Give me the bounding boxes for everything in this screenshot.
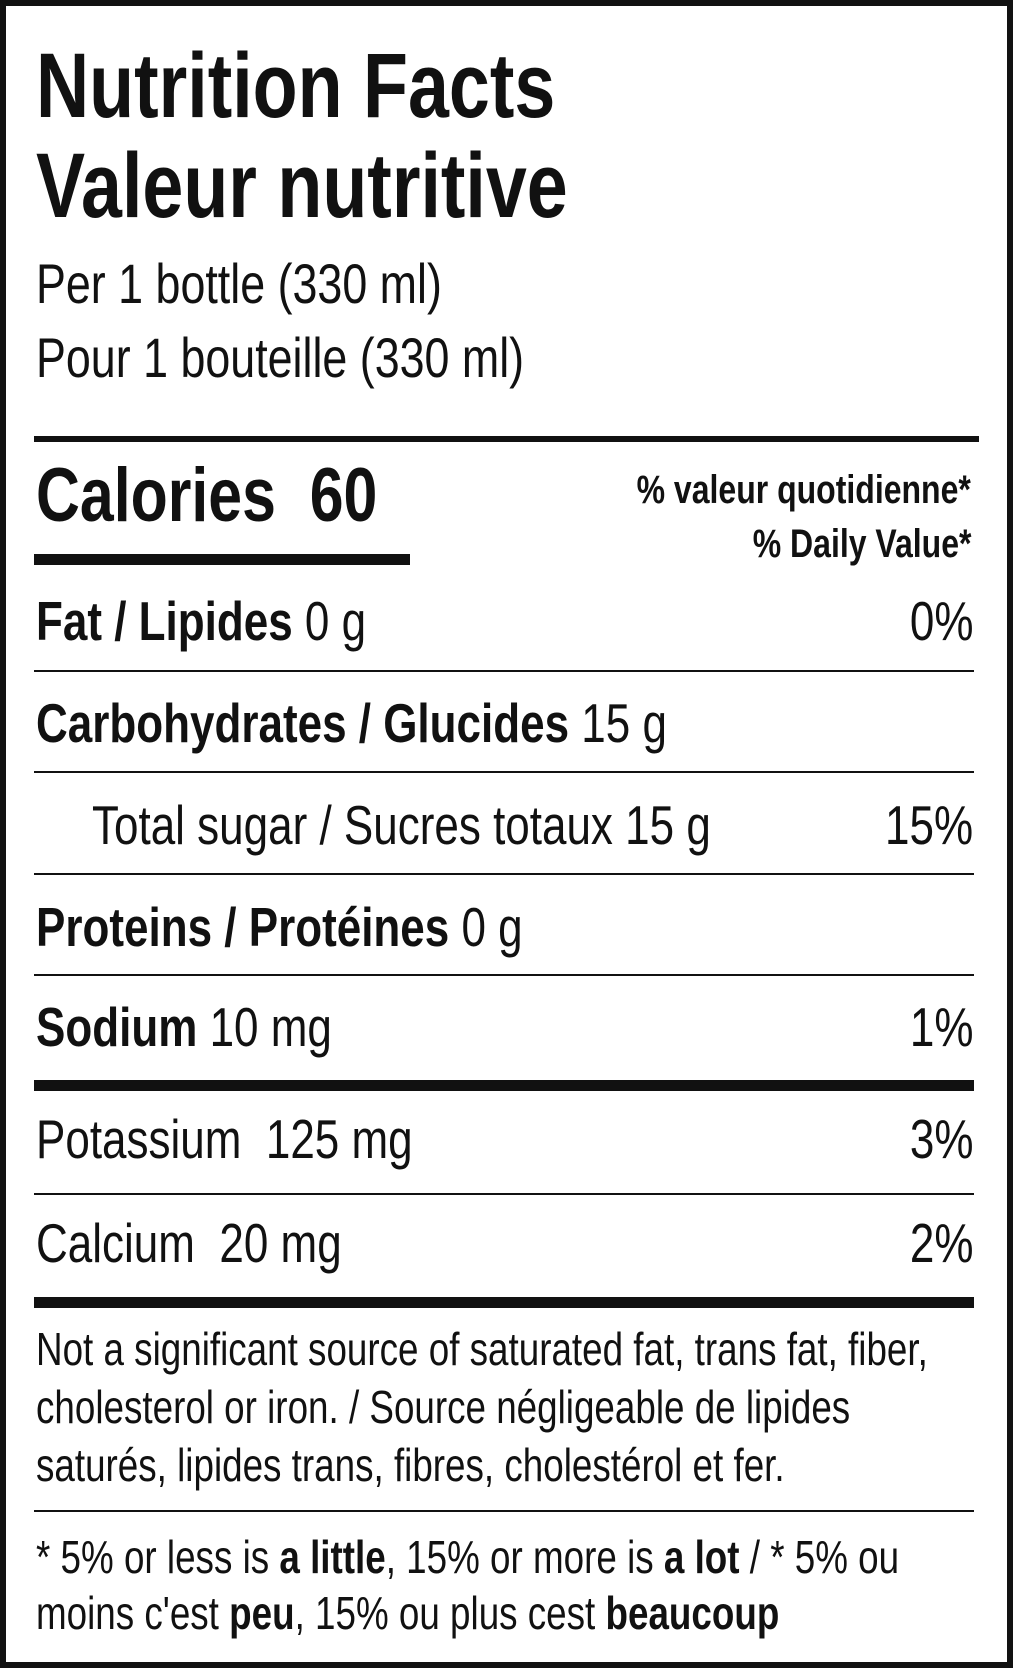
nutrient-dv: 1% (909, 996, 973, 1058)
nutrient-label: Carbohydrates / Glucides (36, 692, 570, 754)
calories-label: Calories (36, 453, 276, 538)
footnote-bold: beaucoup (605, 1587, 780, 1639)
nutrient-row-calcium: Calcium 20 mg (36, 1216, 342, 1271)
nutrient-label: Total sugar / Sucres totaux (92, 794, 613, 856)
divider (34, 771, 974, 773)
nutrient-row-proteins: Proteins / Protéines 0 g (36, 900, 523, 955)
nutrient-dv: 3% (909, 1108, 973, 1170)
thick-divider (34, 1080, 974, 1091)
divider (34, 974, 974, 976)
dv-header-french: % valeur quotidienne* (636, 468, 971, 512)
nutrient-label: Fat / Lipides (36, 590, 293, 652)
dv-header-english: % Daily Value* (752, 522, 971, 566)
nutrient-row-potassium: Potassium 125 mg (36, 1112, 413, 1167)
divider (34, 1193, 974, 1195)
nutrient-amount: 0 g (304, 590, 367, 652)
footnote-text: , 15% ou plus cest (294, 1587, 606, 1639)
nutrient-row-sugar: Total sugar / Sucres totaux 15 g (92, 798, 711, 853)
nutrient-row-sodium: Sodium 10 mg (36, 1000, 332, 1055)
nutrient-amount: 15 g (581, 692, 667, 754)
nutrient-amount: 10 mg (209, 996, 332, 1058)
nutrient-label: Sodium (36, 996, 198, 1058)
nutrient-dv: 2% (909, 1212, 973, 1274)
serving-size-french: Pour 1 bouteille (330 ml) (36, 326, 525, 389)
footnote-bold: a little (279, 1531, 386, 1583)
footnote-text: / * 5% ou (739, 1531, 900, 1583)
footnote-text: * 5% or less is (36, 1531, 280, 1583)
nutrient-dv: 0% (909, 590, 973, 652)
calories-bar (34, 554, 410, 565)
calories: Calories 60 (36, 458, 377, 534)
note-line: Not a significant source of saturated fa… (36, 1323, 928, 1375)
divider (34, 1510, 974, 1512)
divider (34, 670, 974, 672)
nutrient-amount: 20 mg (219, 1212, 342, 1274)
nutrient-amount: 125 mg (265, 1108, 413, 1170)
footnote-line-2: moins c'est peu, 15% ou plus cest beauco… (36, 1590, 779, 1636)
nutrient-dv: 15% (884, 794, 973, 856)
note-line: cholesterol or iron. / Source négligeabl… (36, 1381, 851, 1433)
footnote-bold: peu (229, 1587, 295, 1639)
nutrient-row-carbohydrates: Carbohydrates / Glucides 15 g (36, 696, 667, 751)
nutrient-label: Proteins / Protéines (36, 896, 450, 958)
note-line: saturés, lipides trans, fibres, cholesté… (36, 1439, 785, 1491)
serving-size-english: Per 1 bottle (330 ml) (36, 252, 442, 315)
title-french: Valeur nutritive (36, 135, 568, 237)
footnote-bold: a lot (663, 1531, 740, 1583)
divider (34, 873, 974, 875)
divider (34, 436, 979, 442)
thick-divider (34, 1297, 974, 1308)
calories-value: 60 (309, 453, 378, 538)
nutrient-label: Potassium (36, 1108, 242, 1170)
footnote-text: moins c'est (36, 1587, 230, 1639)
title-english: Nutrition Facts (36, 35, 556, 137)
nutrient-label: Calcium (36, 1212, 195, 1274)
nutrient-amount: 0 g (461, 896, 523, 958)
nutrient-row-fat: Fat / Lipides 0 g (36, 594, 366, 649)
footnote-line-1: * 5% or less is a little, 15% or more is… (36, 1534, 899, 1580)
footnote-text: , 15% or more is (385, 1531, 664, 1583)
nutrient-amount: 15 g (625, 794, 711, 856)
